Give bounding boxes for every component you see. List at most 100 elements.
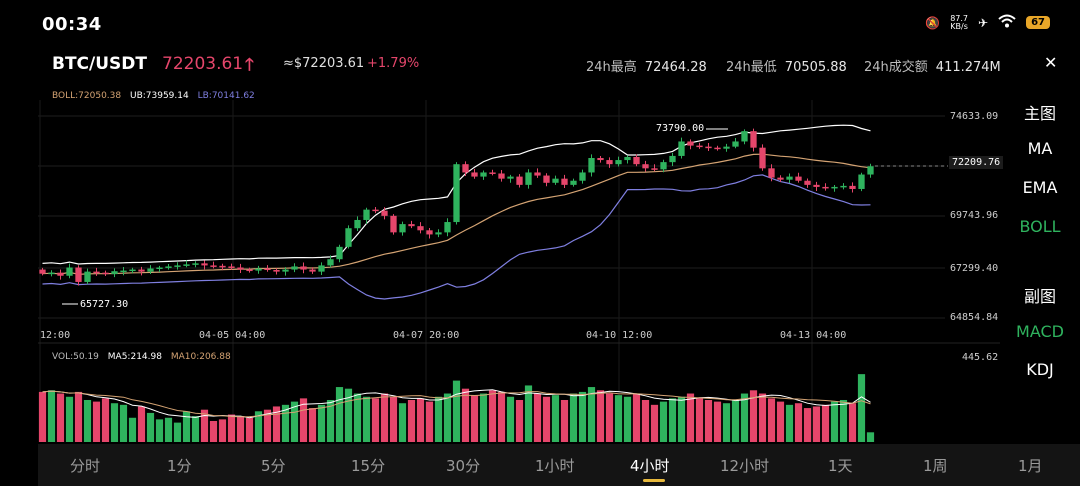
main-indicator-title: 主图	[1023, 104, 1056, 123]
indicator-ema[interactable]: EMA	[1022, 178, 1058, 197]
candle	[156, 267, 163, 269]
volume-bar	[641, 399, 650, 442]
volume-bar	[200, 409, 209, 442]
wifi-icon	[998, 14, 1016, 31]
volume-bar	[803, 408, 812, 442]
volume-bar	[713, 401, 722, 442]
volume-bar	[371, 398, 380, 442]
volume-bar	[767, 398, 776, 442]
candle	[777, 177, 784, 180]
volume-bar	[83, 399, 92, 442]
volume-bar	[344, 388, 353, 442]
indicator-ma[interactable]: MA	[1027, 139, 1053, 158]
candle	[669, 155, 676, 163]
time-axis-label: 04-13 04:00	[780, 330, 847, 341]
timeframe-1h[interactable]: 1小时	[535, 457, 575, 475]
volume-bar	[110, 403, 119, 442]
candle	[867, 166, 874, 175]
candle	[660, 162, 667, 170]
timeframe-4h[interactable]: 4小时	[630, 457, 670, 475]
volume-bar	[245, 417, 254, 442]
candle	[498, 173, 505, 179]
time-axis-label: 04-10 12:00	[586, 330, 653, 341]
timeframe-30m[interactable]: 30分	[446, 457, 481, 475]
volume-bar	[497, 391, 506, 442]
volume-bar	[533, 393, 542, 442]
candle	[255, 268, 262, 271]
volume-bar	[56, 393, 65, 442]
volume-bar	[677, 396, 686, 442]
volume-bar	[38, 391, 47, 442]
candle	[795, 176, 802, 181]
candle	[750, 131, 757, 148]
volume-bar	[461, 388, 470, 442]
status-bar: 00:34 🔕 87.7 KB/s ✈ 67	[0, 0, 1080, 48]
volume-bar	[551, 395, 560, 442]
candle	[759, 147, 766, 169]
volume-bar	[398, 403, 407, 442]
indicator-boll[interactable]: BOLL	[1019, 217, 1061, 236]
volume-bar	[731, 399, 740, 442]
volume-bar	[650, 404, 659, 442]
volume-bar	[488, 390, 497, 442]
candle	[282, 269, 289, 272]
candle	[192, 263, 199, 265]
candle	[462, 164, 469, 173]
current-price-label: 72209.76	[949, 156, 1004, 169]
candle	[228, 266, 235, 268]
candle	[597, 157, 604, 161]
usd-price: ≈$72203.61	[283, 56, 365, 71]
candle	[336, 246, 343, 260]
low-annotation: 65727.30	[80, 299, 129, 310]
pair-title[interactable]: BTC/USDT	[52, 54, 147, 74]
volume-bar	[236, 416, 245, 442]
candle	[678, 141, 685, 156]
candle	[147, 268, 154, 272]
time-axis-label: 04-05 04:00	[199, 330, 266, 341]
timeframe-line[interactable]: 分时	[70, 457, 101, 475]
timeframe-15m[interactable]: 15分	[351, 457, 386, 475]
timeframe-1mo[interactable]: 1月	[1018, 457, 1043, 475]
volume-bar	[299, 398, 308, 442]
timeframe-12h[interactable]: 12小时	[720, 457, 770, 475]
indicator-kdj[interactable]: KDJ	[1026, 360, 1054, 379]
indicator-macd[interactable]: MACD	[1016, 322, 1064, 341]
price-axis-label: 64854.84	[950, 312, 999, 323]
candle	[201, 263, 208, 266]
timeframe-1w[interactable]: 1周	[923, 457, 948, 475]
volume-bar	[155, 419, 164, 442]
kline-chart[interactable]	[0, 0, 1000, 486]
timeframe-5m[interactable]: 5分	[261, 457, 286, 475]
boll-value: BOLL:72050.38	[52, 91, 122, 101]
candle	[84, 271, 91, 282]
clock: 00:34	[42, 14, 102, 35]
stat-24h-low: 24h最低 70505.88	[726, 60, 847, 75]
candle	[111, 271, 118, 275]
volume-bar	[758, 393, 767, 442]
volume-bar	[164, 417, 173, 442]
volume-bar	[722, 403, 731, 442]
volume-bar	[794, 403, 803, 442]
timeframe-1d[interactable]: 1天	[828, 457, 853, 475]
candle	[102, 272, 109, 275]
candle	[606, 160, 613, 165]
candle	[696, 145, 703, 148]
volume-bar	[632, 393, 641, 442]
volume-bar	[317, 404, 326, 442]
candle	[507, 176, 514, 179]
volume-bar	[65, 396, 74, 442]
active-timeframe-indicator	[643, 479, 665, 482]
candle	[75, 267, 82, 282]
candle	[327, 259, 334, 266]
volume-bar	[452, 380, 461, 442]
timeframe-1m[interactable]: 1分	[167, 457, 192, 475]
vol-value: VOL:50.19	[52, 352, 99, 362]
candle	[435, 232, 442, 235]
candle	[129, 269, 136, 272]
candle	[471, 172, 478, 177]
close-icon[interactable]: ✕	[1044, 53, 1058, 72]
price-axis-label: 74633.09	[950, 111, 999, 122]
candle	[768, 168, 775, 178]
candle	[705, 146, 712, 149]
candle	[120, 270, 127, 273]
